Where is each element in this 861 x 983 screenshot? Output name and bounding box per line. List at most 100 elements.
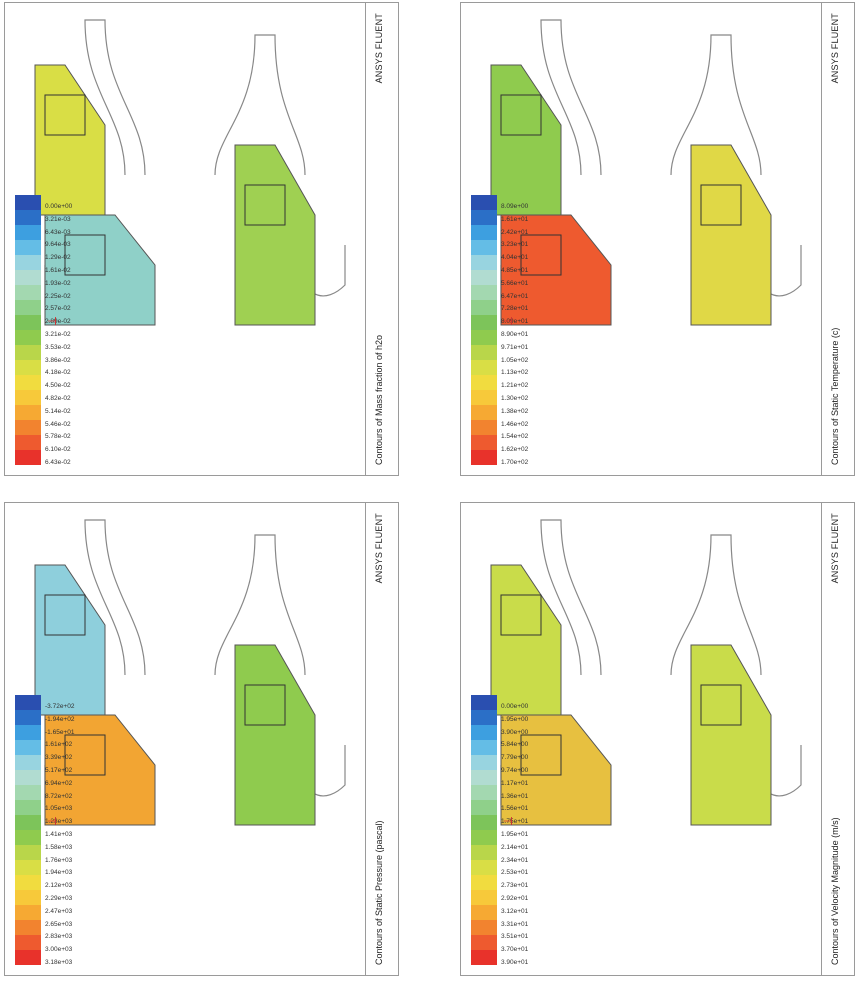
legend-swatch [471, 845, 497, 860]
legend-tick-label: 1.41e+03 [45, 831, 73, 838]
legend-tick-label: 1.46e+02 [501, 420, 529, 428]
legend-swatch [15, 225, 41, 240]
legend-swatch [471, 830, 497, 845]
vortex-finder [700, 184, 742, 226]
cyclone-geometry [490, 519, 802, 826]
cyclone-body [234, 644, 316, 826]
legend-tick-label: 3.12e+01 [501, 907, 529, 915]
legend-tick-label: 1.30e+02 [501, 395, 529, 402]
caption-bar: Contours of Mass fraction of h2o ANSYS F… [364, 2, 399, 476]
legend-swatch [15, 890, 41, 905]
legend-tick-label: 9.74e+00 [501, 767, 529, 774]
plot-frame: 6.43e-02 6.10e-02 5.78e-02 5.46e-02 5.14e-02… [4, 2, 366, 476]
plot-caption: Contours of Mass fraction of h2o [374, 334, 384, 465]
legend-swatch [471, 285, 497, 300]
legend-tick-label: 3.00e+03 [45, 946, 73, 954]
legend-swatch [15, 330, 41, 345]
legend-swatch [15, 860, 41, 875]
cyclone-body [690, 144, 772, 326]
legend-tick-label: 1.21e+02 [501, 382, 529, 390]
pipe-outline [84, 519, 146, 676]
panel-h2o: 6.43e-02 6.10e-02 5.78e-02 5.46e-02 5.14e-02… [0, 0, 405, 480]
vortex-finder [244, 184, 286, 226]
legend-swatch [15, 375, 41, 390]
vortex-finder [520, 234, 562, 276]
legend-swatch [471, 255, 497, 270]
legend-tick-label: 1.58e+03 [45, 843, 73, 851]
legend-tick-label: 1.05e+03 [45, 805, 73, 813]
legend-tick-label: 2.34e+01 [501, 856, 529, 864]
cyclone-geometry [34, 519, 346, 826]
legend-swatch [471, 860, 497, 875]
legend-swatch [15, 255, 41, 270]
cyclone-body [490, 564, 562, 716]
legend-tick-label: 5.46e-02 [45, 420, 71, 428]
legend-swatch [471, 300, 497, 315]
legend-tick-label: 2.53e+01 [501, 869, 529, 877]
legend-swatch [15, 210, 41, 225]
legend-swatch [15, 815, 41, 830]
vortex-finder [520, 734, 562, 776]
legend-swatch [15, 950, 41, 965]
caption-bar: Contours of Static Temperature (c) ANSYS… [820, 2, 855, 476]
legend-swatch [15, 300, 41, 315]
legend-tick-label: 9.64e-03 [45, 241, 71, 249]
vortex-finder [44, 594, 86, 636]
legend-tick-label: 1.17e+01 [501, 779, 529, 787]
panel-rotated-content: 6.43e-02 6.10e-02 5.78e-02 5.46e-02 5.14e-02… [0, 0, 405, 480]
legend-tick-label: 0.00e+00 [45, 203, 73, 210]
plot-frame: 1.70e+02 1.62e+02 1.54e+02 1.46e+02 1.38e+02… [460, 2, 822, 476]
legend-swatch [471, 815, 497, 830]
panel-temperature: 1.70e+02 1.62e+02 1.54e+02 1.46e+02 1.38e+02… [456, 0, 861, 480]
legend-swatch [471, 270, 497, 285]
legend-tick-label: 2.12e+03 [45, 882, 73, 890]
legend-tick-label: 3.21e-03 [45, 215, 71, 223]
panel-pressure: 3.18e+03 3.00e+03 2.83e+03 2.65e+03 2.47e+03… [0, 500, 405, 980]
legend-tick-label: 1.95e+01 [501, 831, 529, 838]
legend-swatch [15, 390, 41, 405]
legend-tick-label: 8.90e+01 [501, 331, 529, 338]
legend-tick-label: 6.47e+01 [501, 292, 529, 300]
axis-triad-icon: ⟂ [45, 816, 59, 825]
legend-tick-label: 3.86e-02 [45, 356, 71, 364]
legend-tick-label: 7.79e+00 [501, 754, 529, 762]
cyclone-body [690, 644, 772, 826]
legend-swatch [15, 845, 41, 860]
vortex-finder [44, 94, 86, 136]
vortex-finder [500, 594, 542, 636]
legend-tick-label: 4.82e-02 [45, 395, 71, 402]
cyclone-body [34, 564, 106, 716]
legend-swatch [471, 770, 497, 785]
legend-swatch [15, 710, 41, 725]
pipe-outline [540, 19, 602, 176]
plot-caption: Contours of Static Pressure (pascal) [374, 820, 384, 965]
caption-bar: Contours of Velocity Magnitude (m/s) ANS… [820, 502, 855, 976]
legend-swatch [471, 390, 497, 405]
legend-swatch [15, 285, 41, 300]
legend-tick-label: 2.29e+03 [45, 895, 73, 902]
legend-tick-label: 4.85e+01 [501, 267, 529, 274]
pipe-outline [670, 534, 762, 676]
legend-swatch [471, 935, 497, 950]
brand-label: ANSYS FLUENT [830, 513, 840, 584]
legend-tick-label: -1.65e+01 [45, 728, 75, 736]
legend-tick-label: 1.05e+02 [501, 356, 529, 364]
legend-swatch [471, 210, 497, 225]
axis-triad-icon: ⟂ [501, 816, 515, 825]
legend-tick-label: 2.57e-02 [45, 305, 71, 313]
legend-swatch [471, 950, 497, 965]
cyclone-body [34, 64, 106, 216]
legend-tick-label: 1.61e-02 [45, 267, 71, 274]
legend-tick-label: 3.31e+01 [501, 920, 529, 928]
pipe-outline [84, 19, 146, 176]
legend-swatch [15, 725, 41, 740]
legend-swatch [471, 375, 497, 390]
legend-swatch [471, 345, 497, 360]
vortex-finder [500, 94, 542, 136]
legend-tick-label: 7.28e+01 [501, 305, 529, 313]
vortex-finder [700, 684, 742, 726]
legend-swatch [15, 875, 41, 890]
legend-tick-label: 2.73e+01 [501, 882, 529, 890]
plot-frame: 3.90e+01 3.70e+01 3.51e+01 3.31e+01 3.12e+01… [460, 502, 822, 976]
legend-swatch [15, 435, 41, 450]
